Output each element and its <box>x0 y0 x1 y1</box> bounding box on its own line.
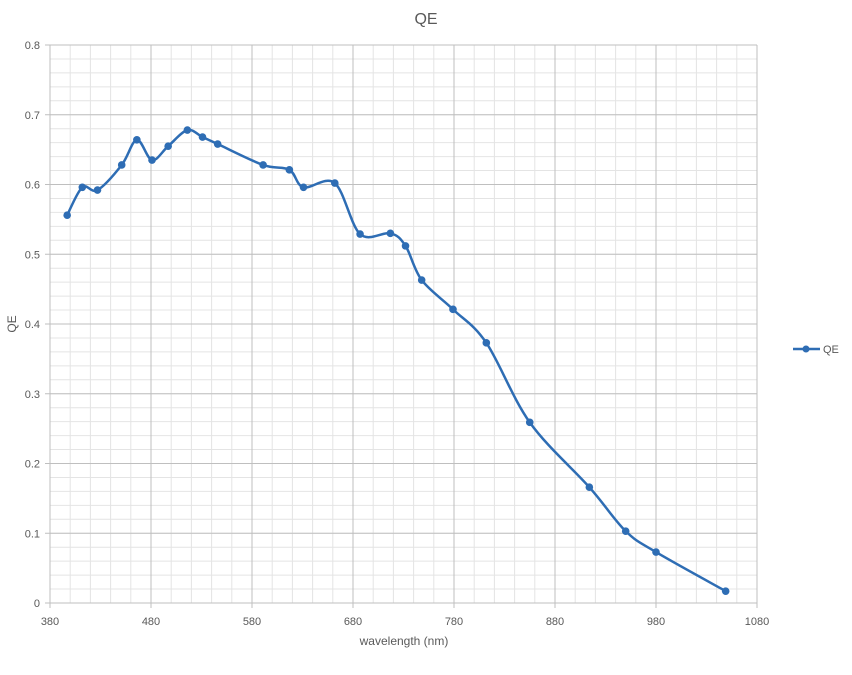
x-tick-label: 480 <box>142 616 160 628</box>
legend: QE <box>793 344 839 356</box>
y-tick-label: 0.4 <box>25 319 40 331</box>
data-point <box>183 126 192 134</box>
legend-label: QE <box>823 344 839 356</box>
y-tick-label: 0.5 <box>25 249 40 261</box>
data-point <box>652 548 660 556</box>
y-axis-label: QE <box>5 315 19 332</box>
x-tick-label: 680 <box>344 616 362 628</box>
data-point <box>449 305 457 314</box>
x-tick-label: 980 <box>647 616 665 628</box>
data-point <box>133 136 141 144</box>
y-tick-label: 0.2 <box>25 459 40 471</box>
series-line <box>66 128 727 593</box>
data-point <box>93 186 102 194</box>
data-point <box>63 211 71 219</box>
data-point <box>525 418 534 427</box>
data-point <box>721 587 730 595</box>
data-point <box>285 166 294 174</box>
grid <box>45 44 758 608</box>
x-tick-label: 1080 <box>745 616 769 628</box>
y-tick-label: 0.8 <box>25 40 40 52</box>
legend-marker <box>802 345 810 353</box>
data-point <box>117 161 126 169</box>
data-point <box>331 179 339 187</box>
y-tick-label: 0.3 <box>25 389 40 401</box>
data-point <box>417 276 426 284</box>
data-point <box>386 229 395 238</box>
data-point <box>78 183 87 192</box>
data-point <box>356 230 364 238</box>
series <box>63 126 730 595</box>
x-tick-label: 880 <box>546 616 564 628</box>
data-point <box>148 156 156 164</box>
data-point <box>621 527 630 535</box>
y-tick-label: 0.7 <box>25 110 40 122</box>
data-point <box>585 483 594 492</box>
y-tick-label: 0.6 <box>25 180 40 192</box>
x-tick-label: 580 <box>243 616 261 628</box>
data-point <box>213 140 222 148</box>
data-point <box>164 142 172 150</box>
data-point <box>299 183 308 192</box>
y-tick-label: 0.1 <box>25 528 40 540</box>
x-tick-label: 380 <box>41 616 59 628</box>
data-point <box>198 133 207 141</box>
data-point <box>259 161 267 169</box>
data-point <box>482 339 491 347</box>
x-tick-label: 780 <box>445 616 463 628</box>
x-axis-label: wavelength (nm) <box>359 634 449 648</box>
chart-title: QE <box>414 11 437 28</box>
data-point <box>401 242 410 250</box>
tick-labels: 380 480 580 680 780 880 980 1080 0 0.1 0.2 0.3 0.4 0.… <box>25 40 770 628</box>
y-tick-label: 0 <box>34 598 40 610</box>
